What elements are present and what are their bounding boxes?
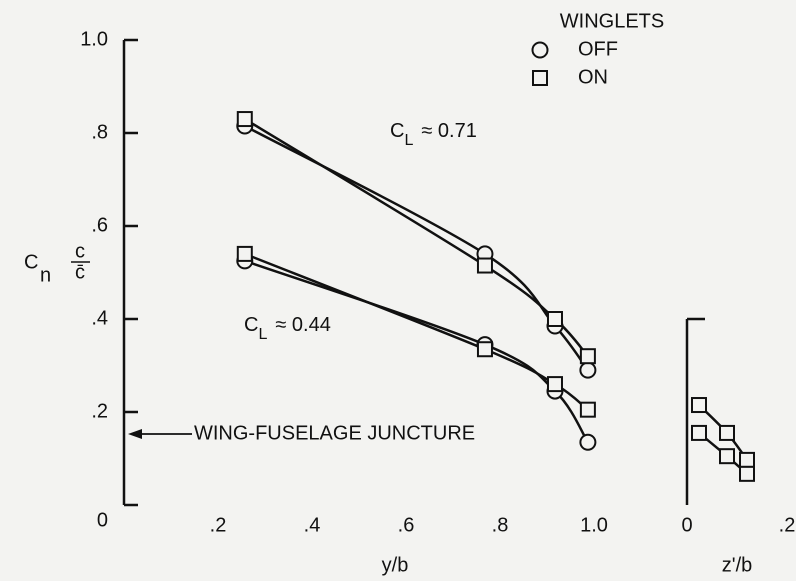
data-point	[236, 245, 253, 262]
x-tick-label: .4	[304, 514, 321, 536]
x-tick-label: .2	[779, 514, 796, 536]
annotation-symbol: C	[244, 314, 258, 336]
data-point	[579, 348, 596, 365]
data-point	[546, 311, 563, 327]
data-point	[719, 448, 735, 465]
data-point	[691, 424, 707, 441]
cl-annotation: CL ≈ 0.71	[390, 120, 477, 149]
y-tick-label: 0	[97, 509, 108, 531]
x-axis-label: y/b	[382, 554, 409, 576]
x-tick-label: .8	[492, 514, 509, 536]
annotation-value: ≈ 0.71	[421, 120, 476, 142]
legend-title: WINGLETS	[560, 10, 664, 32]
y-tick-label: .6	[91, 214, 108, 236]
data-point	[739, 451, 755, 468]
inset-x-axis-label: z'/b	[722, 554, 753, 576]
data-point	[579, 401, 596, 418]
annotation-subscript: L	[404, 132, 413, 149]
data-point	[236, 111, 253, 128]
legend-label: ON	[578, 66, 608, 88]
y-axis-label-subscript: n	[40, 264, 51, 286]
data-point	[476, 257, 493, 274]
data-point	[579, 361, 597, 379]
data-point	[546, 376, 563, 393]
data-point	[579, 433, 597, 451]
annotation-value: ≈ 0.44	[275, 314, 330, 336]
y-tick-label: 1.0	[80, 28, 108, 50]
juncture-annotation: WING-FUSELAGE JUNCTURE	[194, 422, 475, 444]
legend-label: OFF	[578, 38, 618, 60]
data-point	[476, 341, 493, 358]
x-tick-label: 0	[681, 514, 692, 536]
y-tick-label: .8	[91, 121, 108, 143]
x-tick-label: 1.0	[580, 514, 608, 536]
y-axis-label-denominator: c̄	[75, 261, 85, 283]
data-point	[719, 424, 735, 441]
data-point	[691, 397, 707, 414]
annotation-symbol: C	[390, 120, 404, 142]
legend-marker	[531, 41, 549, 59]
data-point	[739, 465, 755, 482]
y-tick-label: .2	[91, 400, 108, 422]
annotation-subscript: L	[258, 326, 267, 343]
series-line	[244, 259, 589, 443]
arrow-head	[128, 429, 142, 439]
y-tick-label: .4	[91, 307, 108, 329]
y-axis-label-symbol: C	[24, 251, 38, 273]
cl-annotation: CL ≈ 0.44	[244, 314, 331, 343]
x-tick-label: .2	[210, 514, 227, 536]
x-tick-label: .6	[398, 514, 415, 536]
y-axis-label-numerator: c	[75, 240, 85, 262]
legend-marker	[532, 70, 548, 86]
